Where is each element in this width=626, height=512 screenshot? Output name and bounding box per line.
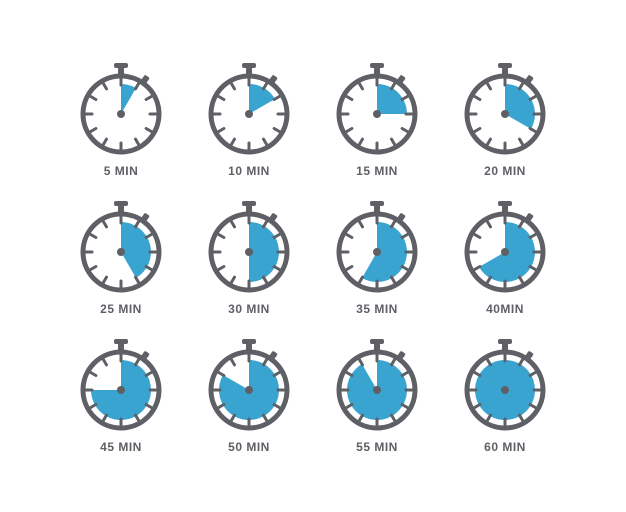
stopwatch-icon xyxy=(455,196,555,296)
stopwatch-label: 5 MIN xyxy=(104,164,139,178)
stopwatch-icon xyxy=(327,196,427,296)
stopwatch-icon xyxy=(455,58,555,158)
stopwatch-label: 15 MIN xyxy=(356,164,398,178)
stopwatch-icon xyxy=(71,58,171,158)
stopwatch-label: 35 MIN xyxy=(356,302,398,316)
stopwatch-label: 30 MIN xyxy=(228,302,270,316)
stopwatch-cell: 45 MIN xyxy=(71,334,171,454)
stopwatch-icon xyxy=(71,334,171,434)
stopwatch-icon xyxy=(199,334,299,434)
stopwatch-cell: 35 MIN xyxy=(327,196,427,316)
stopwatch-grid: 5 MIN 10 MIN 15 MIN 20 MIN 25 MIN 30 MIN 35 MI… xyxy=(31,28,595,484)
stopwatch-cell: 50 MIN xyxy=(199,334,299,454)
stopwatch-cell: 40MIN xyxy=(455,196,555,316)
stopwatch-cell: 60 MIN xyxy=(455,334,555,454)
stopwatch-cell: 25 MIN xyxy=(71,196,171,316)
stopwatch-label: 25 MIN xyxy=(100,302,142,316)
stopwatch-label: 60 MIN xyxy=(484,440,526,454)
stopwatch-icon xyxy=(455,334,555,434)
stopwatch-icon xyxy=(71,196,171,296)
stopwatch-icon xyxy=(199,58,299,158)
stopwatch-cell: 5 MIN xyxy=(71,58,171,178)
stopwatch-cell: 55 MIN xyxy=(327,334,427,454)
stopwatch-icon xyxy=(327,334,427,434)
stopwatch-cell: 10 MIN xyxy=(199,58,299,178)
stopwatch-label: 40MIN xyxy=(486,302,524,316)
stopwatch-cell: 30 MIN xyxy=(199,196,299,316)
stopwatch-label: 55 MIN xyxy=(356,440,398,454)
stopwatch-cell: 15 MIN xyxy=(327,58,427,178)
stopwatch-label: 10 MIN xyxy=(228,164,270,178)
stopwatch-label: 20 MIN xyxy=(484,164,526,178)
stopwatch-icon xyxy=(199,196,299,296)
stopwatch-icon xyxy=(327,58,427,158)
stopwatch-label: 50 MIN xyxy=(228,440,270,454)
stopwatch-cell: 20 MIN xyxy=(455,58,555,178)
stopwatch-label: 45 MIN xyxy=(100,440,142,454)
